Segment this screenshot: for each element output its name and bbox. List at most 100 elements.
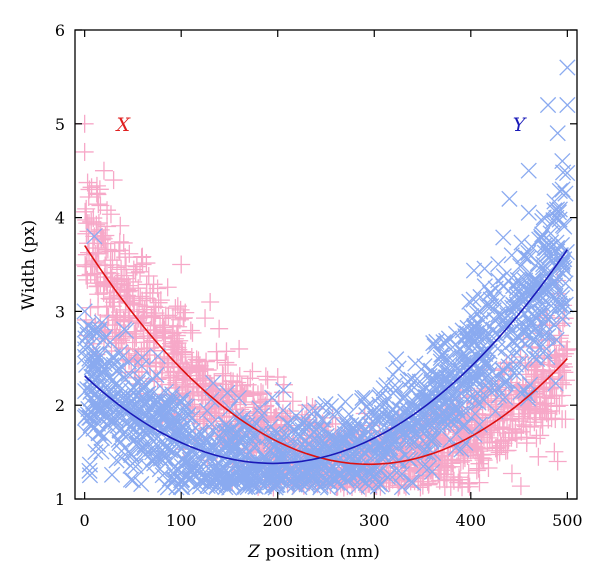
y-point	[548, 331, 565, 348]
x-point	[82, 178, 101, 197]
y-point	[356, 389, 374, 407]
series-label-y: Y	[513, 114, 528, 136]
y-point	[82, 383, 99, 401]
y-point	[476, 278, 493, 295]
y-point	[426, 338, 443, 355]
y-point	[327, 432, 344, 450]
y-point	[385, 366, 402, 383]
x-point	[449, 468, 468, 487]
y-point	[108, 452, 125, 469]
y-point	[245, 455, 262, 472]
y-point	[393, 465, 411, 483]
x-point	[207, 394, 226, 413]
y-point	[165, 424, 182, 441]
y-point	[131, 370, 149, 387]
y-point	[559, 59, 576, 76]
x-axis-label-rest: position (nm)	[260, 542, 380, 562]
y-point	[221, 435, 238, 452]
y-point	[407, 372, 424, 389]
x-point	[188, 378, 207, 397]
y-point	[100, 417, 117, 434]
x-point	[258, 370, 277, 389]
x-point	[103, 251, 122, 270]
y-point	[102, 333, 119, 351]
x-point	[151, 354, 170, 373]
x-point	[88, 239, 107, 258]
y-point	[456, 418, 473, 435]
y-point	[521, 264, 539, 282]
y-point	[154, 445, 172, 463]
y-point	[529, 350, 546, 367]
y-point	[136, 436, 153, 453]
y-point	[297, 433, 314, 450]
x-point	[451, 453, 470, 472]
x-point	[459, 463, 478, 482]
y-point	[373, 476, 390, 493]
y-axis-label: Width (px)	[19, 220, 39, 310]
x-point	[527, 429, 546, 448]
x-point	[201, 293, 220, 312]
x-point	[173, 342, 192, 361]
y-point	[302, 461, 320, 478]
y-point	[76, 348, 94, 365]
y-point	[93, 314, 110, 331]
x-point	[524, 370, 543, 389]
x-point	[163, 308, 182, 327]
y-point	[150, 388, 167, 405]
y-point	[408, 425, 425, 442]
markers-layer	[75, 59, 577, 497]
x-point	[110, 241, 129, 260]
y-point	[538, 265, 556, 283]
y-point	[547, 375, 564, 392]
x-point	[542, 409, 561, 428]
y-point	[452, 363, 469, 380]
y-point	[422, 371, 439, 388]
y-point	[235, 472, 253, 489]
y-tick-label: 4	[55, 209, 65, 228]
y-point	[187, 453, 204, 470]
x-point	[214, 366, 233, 385]
y-point	[437, 369, 454, 386]
y-point	[88, 398, 105, 415]
y-point	[291, 470, 308, 488]
y-point	[414, 443, 431, 461]
y-point	[312, 473, 329, 491]
y-point	[508, 286, 525, 304]
y-point	[89, 436, 107, 453]
y-point	[526, 307, 543, 324]
y-point	[221, 472, 238, 489]
x-point	[171, 354, 190, 373]
y-point	[511, 364, 528, 382]
x-point	[82, 212, 101, 231]
y-point	[399, 373, 416, 390]
y-tick-label: 2	[55, 396, 65, 415]
y-point	[454, 322, 471, 339]
y-point	[120, 427, 137, 444]
y-point	[331, 432, 348, 449]
y-point	[87, 322, 104, 339]
y-point	[432, 392, 449, 409]
x-point	[88, 277, 107, 296]
y-point	[319, 479, 337, 496]
y-point	[497, 316, 514, 334]
y-point	[108, 375, 126, 392]
y-point	[403, 473, 420, 490]
x-point	[217, 342, 236, 361]
x-point	[511, 477, 530, 496]
y-point	[388, 351, 405, 368]
y-point	[181, 455, 198, 473]
y-point	[228, 455, 246, 472]
y-point	[497, 389, 514, 406]
y-point	[518, 249, 535, 266]
y-point	[269, 476, 286, 494]
y-point	[457, 434, 474, 452]
x-point	[516, 353, 535, 372]
y-point	[353, 458, 370, 475]
y-point	[435, 334, 452, 351]
y-point	[503, 247, 520, 264]
y-point	[199, 402, 216, 420]
y-point	[216, 460, 233, 477]
y-point	[538, 239, 555, 257]
y-point	[384, 401, 401, 418]
x-point	[479, 458, 498, 477]
